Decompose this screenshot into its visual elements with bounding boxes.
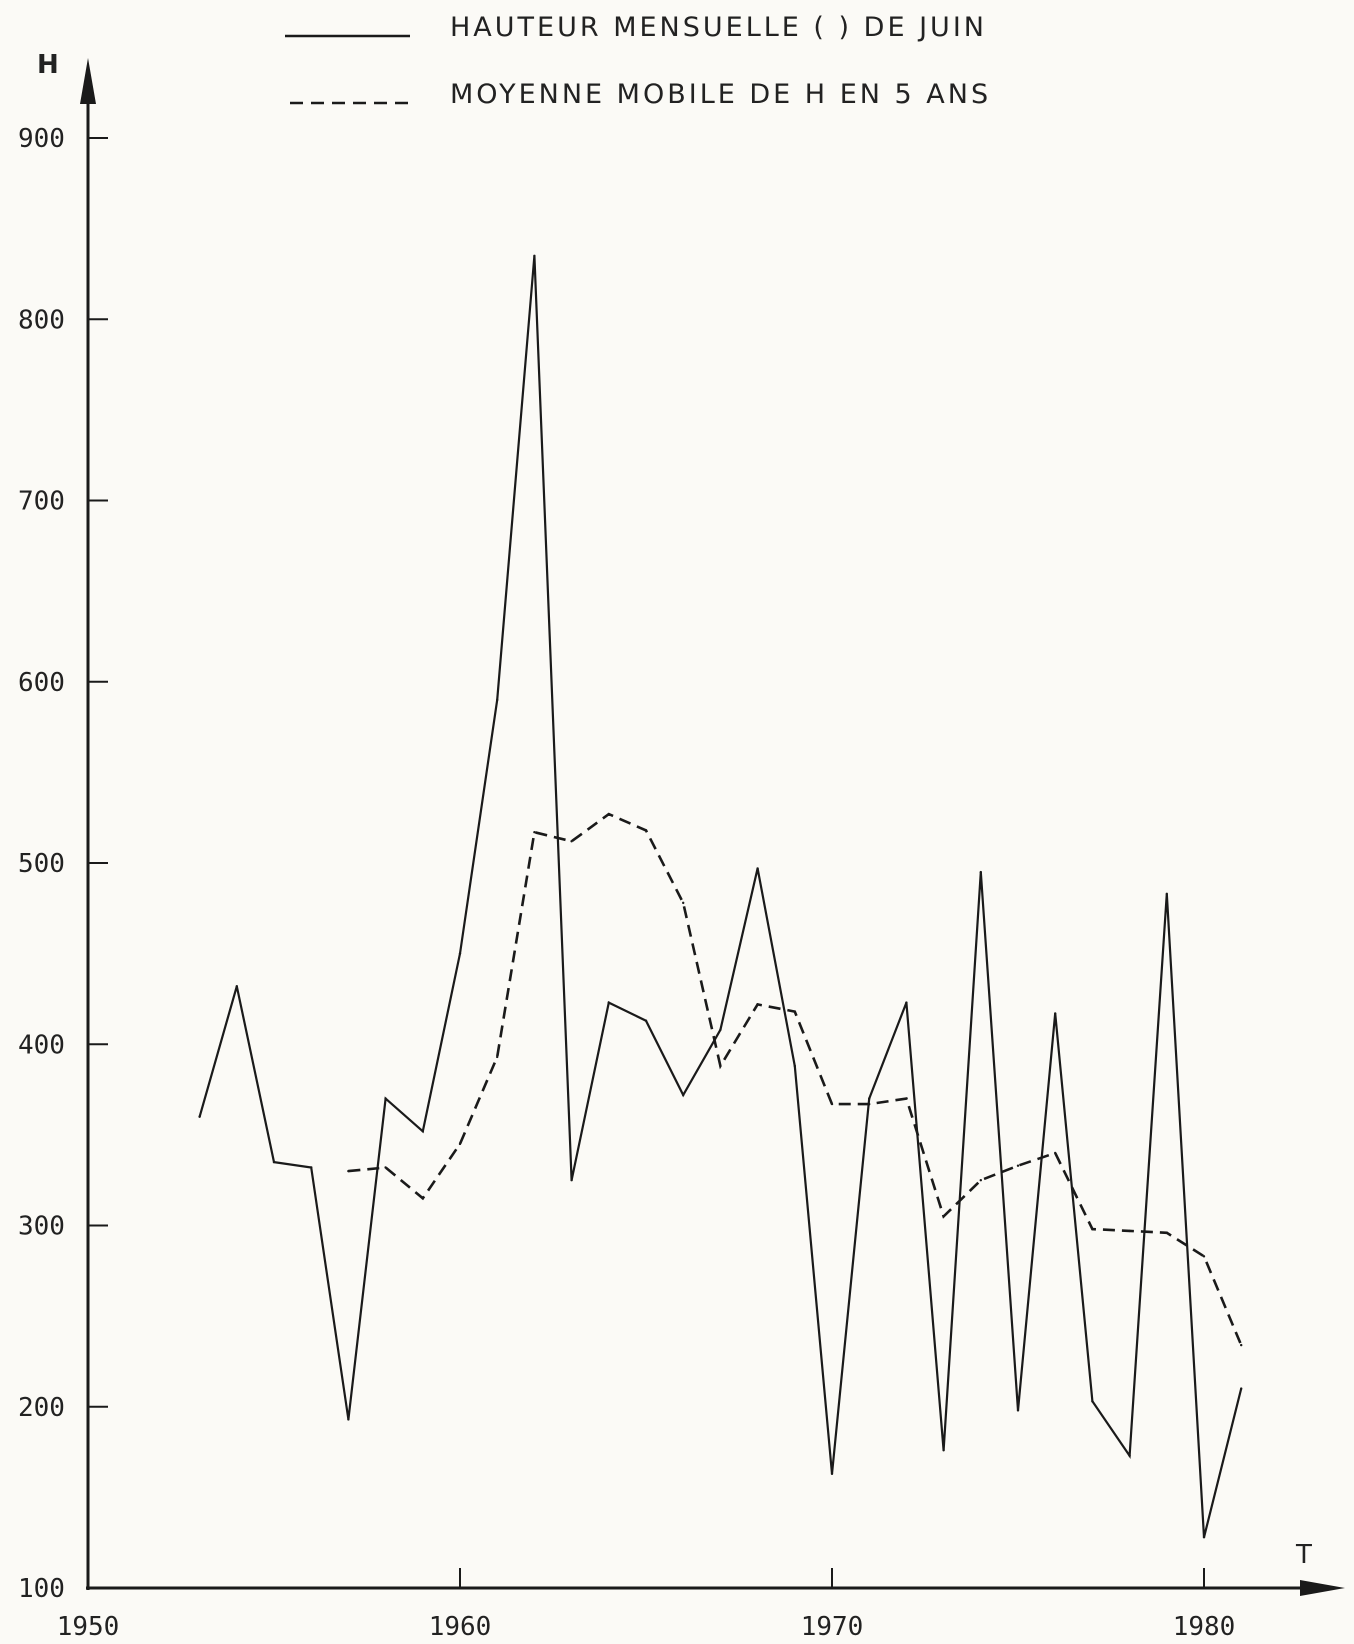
moyenne-point (905, 1097, 908, 1100)
moyenne-point (719, 1064, 722, 1068)
moyenne-point (533, 830, 536, 834)
hauteur-point (198, 1115, 201, 1118)
y-tick-label: 700 (18, 487, 65, 517)
moyenne-point (607, 812, 610, 816)
y-tick-label: 900 (18, 124, 65, 154)
moyenne-point (942, 1215, 945, 1218)
moyenne-point (644, 829, 648, 832)
hauteur-point (868, 1097, 871, 1100)
hauteur-point (1165, 892, 1169, 896)
hauteur-point (570, 1178, 573, 1182)
hauteur-point (1128, 1454, 1131, 1457)
hauteur-point (458, 952, 462, 955)
hauteur-point (979, 870, 982, 874)
hauteur-point (830, 1472, 834, 1476)
moyenne-point (1202, 1255, 1206, 1258)
y-tick-label: 300 (18, 1212, 65, 1242)
hauteur-point (533, 254, 536, 258)
hauteur-point (1240, 1387, 1243, 1390)
y-axis-arrow (80, 58, 96, 104)
moyenne-point (830, 1102, 834, 1106)
legend: HAUTEUR MENSUELLE ( ) DE JUIN MOYENNE MO… (285, 12, 991, 110)
x-tick-label: 1980 (1173, 1612, 1236, 1642)
hauteur-point (1091, 1400, 1094, 1403)
legend-label-moyenne: MOYENNE MOBILE DE H EN 5 ANS (450, 79, 991, 110)
moyenne-point (1240, 1343, 1243, 1347)
series-line-moyenne-mobile (348, 812, 1243, 1346)
hauteur-point (1054, 1012, 1057, 1015)
hauteur-point (347, 1418, 350, 1421)
hauteur-point (719, 1028, 722, 1031)
y-tick-label: 800 (18, 305, 65, 335)
x-tick-label: 1970 (801, 1612, 864, 1642)
x-axis-label: T (1295, 1540, 1312, 1570)
moyenne-point (421, 1197, 424, 1200)
moyenne-point (1091, 1227, 1094, 1231)
moyenne-point (1054, 1151, 1057, 1155)
hauteur-point (235, 985, 238, 988)
y-tick-label: 400 (18, 1030, 65, 1060)
moyenne-point (384, 1166, 387, 1169)
hauteur-point (496, 698, 499, 702)
axes: H T (37, 50, 1345, 1596)
y-axis-label: H (37, 50, 59, 80)
moyenne-point (979, 1178, 982, 1182)
hauteur-point (756, 867, 759, 870)
moyenne-point (570, 840, 573, 843)
y-tick-label: 500 (18, 849, 65, 879)
hauteur-point (1202, 1536, 1206, 1539)
hauteur-point (793, 1064, 796, 1068)
moyenne-point (1128, 1229, 1131, 1233)
moyenne-point (756, 1003, 759, 1006)
moyenne-point (1165, 1231, 1169, 1234)
x-tick-label: 1950 (57, 1612, 120, 1642)
hauteur-point (1016, 1409, 1020, 1412)
hauteur-point (942, 1449, 945, 1452)
hauteur-point (384, 1097, 387, 1100)
moyenne-point (682, 901, 685, 905)
moyenne-point (868, 1102, 871, 1106)
moyenne-point (347, 1169, 350, 1173)
y-tick-label: 200 (18, 1393, 65, 1423)
moyenne-point (496, 1055, 499, 1059)
moyenne-point (1016, 1164, 1020, 1167)
x-axis-arrow (1300, 1580, 1345, 1596)
hauteur-point (607, 1001, 610, 1004)
moyenne-point (458, 1142, 462, 1146)
series-group (198, 254, 1243, 1539)
x-tick-label: 1960 (429, 1612, 492, 1642)
hauteur-point (421, 1130, 424, 1133)
hauteur-point (905, 1001, 908, 1004)
y-tick-label: 600 (18, 668, 65, 698)
moyenne-point (793, 1010, 796, 1013)
hauteur-point (644, 1019, 648, 1022)
hauteur-point (272, 1160, 276, 1164)
y-tick-label: 100 (18, 1574, 65, 1604)
hauteur-point (682, 1093, 685, 1097)
hauteur-point (310, 1166, 313, 1169)
x-ticks: 1950 1960 1970 1980 (57, 1568, 1236, 1642)
y-ticks: 900 800 700 600 500 400 300 200 100 (18, 124, 108, 1604)
series-line-hauteur-mensuelle (198, 255, 1243, 1538)
legend-label-hauteur: HAUTEUR MENSUELLE ( ) DE JUIN (450, 12, 987, 43)
